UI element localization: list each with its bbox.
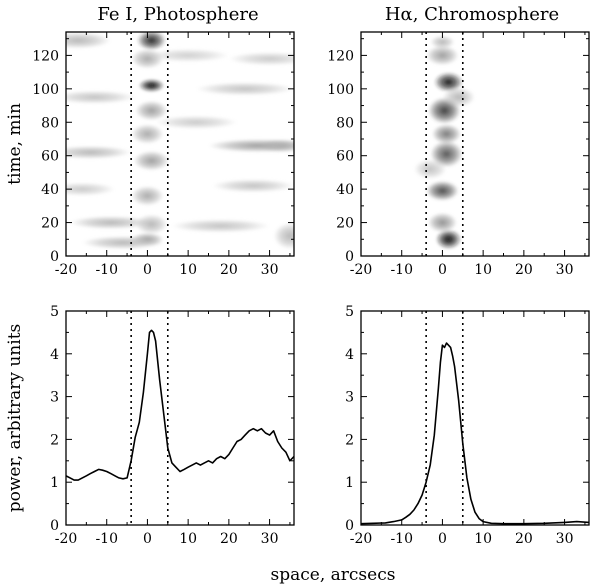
x-tick-label: 30	[556, 262, 574, 278]
x-tick-label: -10	[390, 531, 413, 547]
x-tick-label: 0	[143, 262, 152, 278]
heatmap-blob	[147, 48, 229, 63]
x-tick-label: -10	[390, 262, 413, 278]
heatmap-blob	[431, 123, 462, 144]
panel-fe-time: -20 -10 0 10 20 30 0 20 40 60 80 100 120	[32, 31, 295, 278]
heatmap-blob	[70, 215, 152, 230]
heatmap-blob	[442, 87, 476, 108]
ylabel-time: time, min	[5, 103, 25, 185]
y-tick-label: 120	[32, 48, 59, 64]
panel-fe-power: -20 -10 0 10 20 30 0 1 2 3 4 5	[50, 304, 295, 547]
title-fe: Fe I, Photosphere	[97, 4, 258, 25]
y-tick-label: 1	[345, 475, 354, 491]
x-tick-label: 10	[179, 262, 197, 278]
heatmap-blob	[66, 32, 111, 49]
heatmap-blob	[212, 179, 294, 193]
heatmap-blob	[138, 78, 165, 93]
series-line	[361, 342, 589, 525]
plot-frame	[65, 31, 295, 257]
heatmap-blob	[131, 185, 164, 206]
y-tick-label: 40	[336, 182, 354, 198]
series-line	[66, 329, 294, 481]
x-tick-label: 10	[179, 531, 197, 547]
x-tick-label: -20	[350, 531, 373, 547]
heatmap-blob	[196, 82, 294, 96]
y-tick-label: 0	[50, 249, 59, 265]
panel-ha-time: -20 -10 0 10 20 30 0 20 40 60 80 100 120	[327, 31, 590, 278]
x-tick-label: 30	[261, 262, 279, 278]
y-tick-label: 3	[345, 390, 354, 406]
y-tick-label: 5	[50, 304, 59, 320]
y-tick-label: 1	[50, 475, 59, 491]
y-tick-label: 0	[345, 249, 354, 265]
x-tick-label: -10	[95, 531, 118, 547]
x-tick-label: 20	[220, 531, 238, 547]
y-tick-label: 20	[336, 216, 354, 232]
x-tick-label: 0	[143, 531, 152, 547]
ylabel-power: power, arbitrary units	[5, 324, 25, 513]
x-tick-label: 20	[220, 262, 238, 278]
x-tick-label: 10	[474, 531, 492, 547]
heatmap-blob	[66, 145, 132, 160]
heatmap-blob	[136, 32, 167, 51]
y-tick-label: 4	[345, 347, 354, 363]
heatmap-blob	[433, 72, 464, 93]
y-tick-label: 60	[41, 149, 59, 165]
y-tick-label: 2	[50, 432, 59, 448]
y-tick-label: 0	[345, 518, 354, 534]
heatmap-blob	[66, 182, 115, 196]
y-tick-label: 4	[50, 347, 59, 363]
y-tick-label: 40	[41, 182, 59, 198]
heatmap-blob	[413, 159, 447, 180]
y-tick-label: 80	[41, 115, 59, 131]
heatmap-field	[66, 32, 294, 256]
title-ha: Hα, Chromosphere	[385, 4, 559, 25]
heatmap-blob	[82, 235, 164, 250]
y-tick-label: 2	[345, 432, 354, 448]
heatmap-blob	[426, 45, 459, 66]
plot-frame	[360, 31, 590, 257]
heatmap-blob	[257, 138, 294, 153]
y-tick-label: 3	[50, 390, 59, 406]
y-tick-label: 5	[345, 304, 354, 320]
heatmap-background	[361, 32, 589, 256]
heatmap-blob	[273, 222, 294, 250]
x-tick-label: 20	[515, 531, 533, 547]
y-tick-label: 60	[336, 149, 354, 165]
x-tick-label: 0	[438, 531, 447, 547]
plot-frame	[65, 310, 295, 526]
heatmap-field	[361, 32, 589, 256]
heatmap-blob	[135, 100, 168, 121]
heatmap-blob	[427, 212, 458, 233]
heatmap-blob	[426, 180, 459, 201]
heatmap-blob	[430, 35, 455, 49]
heatmap-blob	[133, 150, 170, 171]
x-tick-label: -10	[95, 262, 118, 278]
plot-frame	[360, 310, 590, 526]
heatmap-blob	[228, 52, 294, 66]
heatmap-blob	[155, 115, 238, 129]
x-tick-label: 0	[438, 262, 447, 278]
x-tick-label: 30	[261, 531, 279, 547]
y-tick-label: 120	[327, 48, 354, 64]
x-tick-label: -20	[55, 262, 78, 278]
y-tick-label: 0	[50, 518, 59, 534]
x-tick-label: 30	[556, 531, 574, 547]
x-tick-label: 10	[474, 262, 492, 278]
heatmap-blob	[66, 90, 136, 104]
heatmap-blob	[435, 229, 462, 250]
y-tick-label: 20	[41, 216, 59, 232]
panel-ha-power: -20 -10 0 10 20 30 0 1 2 3 4 5	[345, 304, 590, 547]
y-tick-label: 80	[336, 115, 354, 131]
heatmap-blob	[171, 219, 270, 233]
heatmap-blob	[131, 123, 164, 144]
x-tick-label: 20	[515, 262, 533, 278]
xlabel-space: space, arcsecs	[271, 565, 396, 585]
x-tick-label: -20	[55, 531, 78, 547]
x-tick-label: -20	[350, 262, 373, 278]
y-tick-label: 100	[32, 82, 59, 98]
y-tick-label: 100	[327, 82, 354, 98]
